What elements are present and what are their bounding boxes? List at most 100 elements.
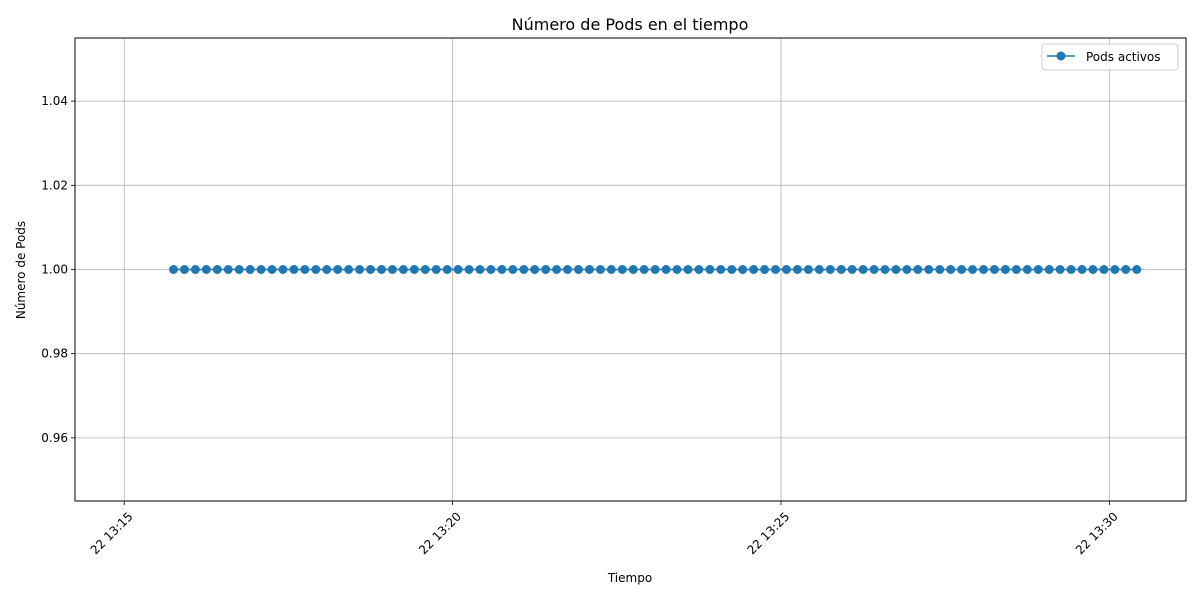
y-axis: 0.96 0.98 1.00 1.02 1.04 <box>41 94 75 445</box>
data-point <box>190 265 200 274</box>
data-point <box>869 265 879 274</box>
data-point <box>223 265 233 274</box>
data-point <box>333 265 343 274</box>
data-point <box>1000 265 1010 274</box>
data-point <box>256 265 266 274</box>
data-point <box>431 265 441 274</box>
x-tick-label: 22 13:25 <box>744 509 792 557</box>
data-point <box>464 265 474 274</box>
data-point <box>201 265 211 274</box>
data-point <box>1044 265 1054 274</box>
data-point <box>355 265 365 274</box>
data-point <box>749 265 759 274</box>
data-point <box>409 265 419 274</box>
x-tick-label: 22 13:30 <box>1073 509 1121 557</box>
y-tick-label: 0.98 <box>41 347 68 361</box>
legend: Pods activos <box>1041 43 1179 71</box>
data-point <box>179 265 189 274</box>
data-point <box>792 265 802 274</box>
data-point <box>924 265 934 274</box>
data-point <box>1088 265 1098 274</box>
data-point <box>322 265 332 274</box>
data-point <box>169 265 179 274</box>
data-point <box>595 265 605 274</box>
data-point <box>683 265 693 274</box>
data-point <box>738 265 748 274</box>
data-point <box>245 265 255 274</box>
data-point <box>486 265 496 274</box>
data-point <box>858 265 868 274</box>
data-point <box>979 265 989 274</box>
data-point <box>694 265 704 274</box>
data-point <box>716 265 726 274</box>
data-point <box>300 265 310 274</box>
data-point <box>289 265 299 274</box>
y-tick-label: 1.04 <box>41 94 68 108</box>
data-point <box>891 265 901 274</box>
data-point <box>519 265 529 274</box>
data-point <box>814 265 824 274</box>
data-point <box>508 265 518 274</box>
data-point <box>913 265 923 274</box>
data-point <box>781 265 791 274</box>
x-axis: 22 13:15 22 13:20 22 13:25 22 13:30 <box>88 501 1121 557</box>
data-point <box>639 265 649 274</box>
data-point <box>760 265 770 274</box>
data-point <box>1099 265 1109 274</box>
data-point <box>311 265 321 274</box>
x-tick-label: 22 13:15 <box>88 509 136 557</box>
data-point <box>420 265 430 274</box>
data-point <box>552 265 562 274</box>
data-point <box>376 265 386 274</box>
x-tick-label: 22 13:20 <box>416 509 464 557</box>
data-point <box>847 265 857 274</box>
data-point <box>1066 265 1076 274</box>
legend-marker <box>1056 51 1066 61</box>
data-point <box>705 265 715 274</box>
data-point <box>563 265 573 274</box>
data-point <box>387 265 397 274</box>
y-tick-label: 1.02 <box>41 178 68 192</box>
data-point <box>935 265 945 274</box>
data-point <box>453 265 463 274</box>
data-point <box>825 265 835 274</box>
y-axis-label: Número de Pods <box>14 221 28 319</box>
data-point <box>398 265 408 274</box>
data-point <box>442 265 452 274</box>
y-tick-label: 1.00 <box>41 263 68 277</box>
data-point <box>989 265 999 274</box>
data-point <box>475 265 485 274</box>
data-point <box>1077 265 1087 274</box>
data-point <box>584 265 594 274</box>
data-point <box>617 265 627 274</box>
data-point <box>1055 265 1065 274</box>
data-point <box>1022 265 1032 274</box>
data-point <box>880 265 890 274</box>
data-point <box>366 265 376 274</box>
series-pods-activos <box>169 265 1142 274</box>
data-point <box>968 265 978 274</box>
data-point <box>344 265 354 274</box>
y-tick-label: 0.96 <box>41 431 68 445</box>
data-point <box>902 265 912 274</box>
data-point <box>836 265 846 274</box>
data-point <box>1132 265 1142 274</box>
data-point <box>661 265 671 274</box>
data-point <box>672 265 682 274</box>
data-point <box>267 265 277 274</box>
data-point <box>1011 265 1021 274</box>
data-point <box>574 265 584 274</box>
data-point <box>497 265 507 274</box>
data-point <box>530 265 540 274</box>
data-point <box>541 265 551 274</box>
x-axis-label: Tiempo <box>607 571 652 585</box>
data-point <box>946 265 956 274</box>
legend-box <box>1041 43 1179 71</box>
data-point <box>1121 265 1131 274</box>
data-point <box>771 265 781 274</box>
data-point <box>957 265 967 274</box>
data-point <box>278 265 288 274</box>
data-point <box>628 265 638 274</box>
data-point <box>803 265 813 274</box>
